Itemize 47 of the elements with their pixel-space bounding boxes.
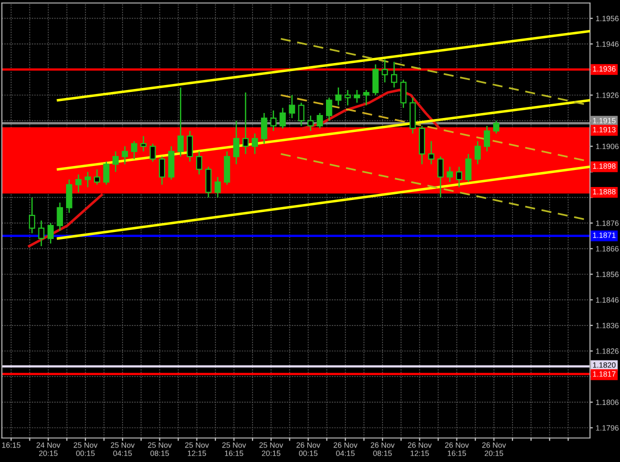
candlestick [122,146,128,165]
candlestick [38,220,44,247]
candlestick [400,79,406,109]
candlestick [140,135,147,152]
candlestick [474,140,481,165]
candlestick [446,166,453,183]
candlestick [28,196,36,234]
candlestick [493,120,500,134]
candlestick [261,112,268,144]
candlestick [205,166,212,198]
candlestick [47,222,54,244]
candlestick [372,64,379,96]
candlestick [428,140,434,165]
candlestick [233,120,240,165]
candlestick [456,166,462,188]
candlestick [344,89,351,106]
candlestick [335,86,342,106]
candlestick [484,125,490,152]
candlestick [288,94,296,119]
candlestick [326,97,332,122]
candlestick [75,174,82,193]
candlestick [316,112,323,130]
candlestick [131,140,138,160]
candlestick [354,89,360,104]
candlestick [56,202,63,232]
candlestick [158,156,166,186]
candlestick [94,168,100,186]
candlestick [112,150,119,173]
candlestick [382,58,388,83]
candlestick [298,102,304,126]
candlestick [150,143,156,162]
candlestick [242,92,249,155]
candlestick [196,150,202,176]
candlestick [363,89,370,106]
candlestick [437,156,444,198]
candlestick [252,132,258,155]
candlestick [270,110,277,132]
candlestick [84,171,91,188]
candlestick [66,178,72,214]
candlestick [391,61,398,88]
candlestick [103,161,110,186]
candlestick [307,114,314,132]
candlestick [186,130,193,162]
candlestick [280,107,286,130]
candlestick [465,153,472,183]
candlestick [177,86,184,158]
candlestick [214,176,221,198]
